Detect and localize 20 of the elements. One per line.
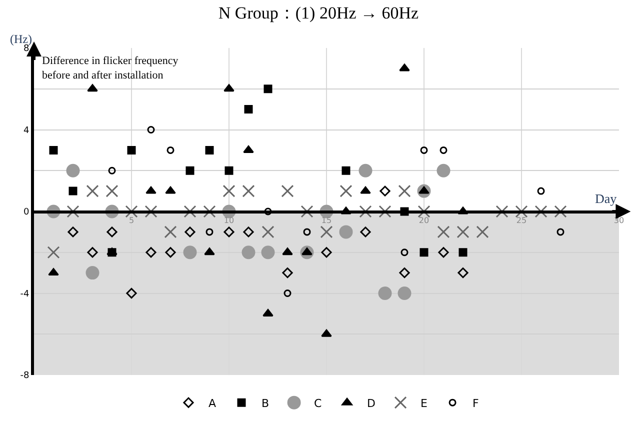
x-tick-label: 20 bbox=[418, 216, 430, 226]
legend-label: A bbox=[208, 396, 216, 410]
y-tick-label: 0 bbox=[23, 208, 30, 218]
y-tick-label: 4 bbox=[23, 126, 30, 136]
x-tick-label: 5 bbox=[128, 216, 134, 226]
chart-title: N Group：(1) 20Hz → 60Hz bbox=[218, 3, 420, 22]
y-tick-label: -8 bbox=[20, 371, 30, 382]
legend-label: B bbox=[262, 396, 270, 410]
legend-label: C bbox=[314, 396, 322, 410]
x-tick-label: 10 bbox=[224, 216, 234, 226]
legend-label: E bbox=[420, 396, 428, 410]
y-tick-label: 8 bbox=[23, 44, 30, 54]
x-axis-title: Day bbox=[595, 191, 618, 206]
annotation: Difference in flicker frequency before and after installation bbox=[42, 55, 179, 82]
y-tick-label: -4 bbox=[20, 289, 30, 300]
legend-label: D bbox=[367, 396, 376, 410]
legend-label: F bbox=[472, 396, 479, 410]
x-tick-label: 25 bbox=[516, 216, 527, 226]
x-tick-label: 15 bbox=[321, 216, 332, 226]
y-axis-title: (Hz) bbox=[10, 32, 32, 46]
